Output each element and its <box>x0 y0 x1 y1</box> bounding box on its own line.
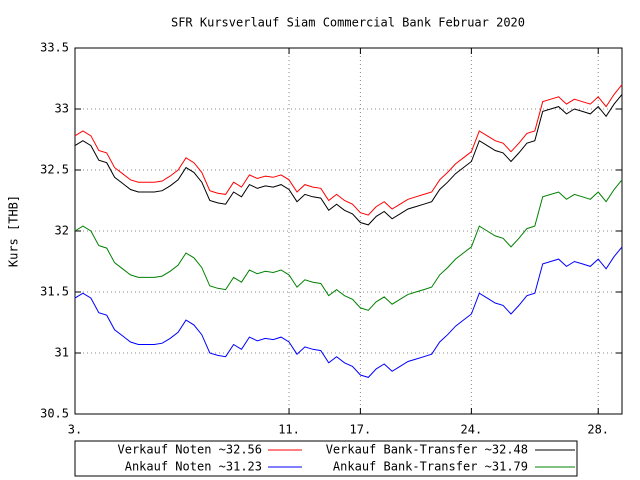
legend-label: Verkauf Noten ~32.56 <box>118 443 263 457</box>
y-tick-label: 31 <box>55 346 69 360</box>
legend-label: Ankauf Bank-Transfer ~31.79 <box>333 460 528 474</box>
y-tick-label: 32.5 <box>40 163 69 177</box>
legend-label: Ankauf Noten ~31.23 <box>125 460 262 474</box>
line-series <box>74 84 623 216</box>
x-tick-label: 11. <box>278 423 300 437</box>
chart-title: SFR Kursverlauf Siam Commercial Bank Feb… <box>171 16 525 30</box>
y-tick-label: 30.5 <box>40 407 69 421</box>
legend-label: Verkauf Bank-Transfer ~32.48 <box>326 443 528 457</box>
line-series <box>74 246 623 378</box>
line-series <box>74 179 623 311</box>
x-tick-label: 24. <box>461 423 483 437</box>
x-tick-label: 17. <box>350 423 372 437</box>
y-axis-label: Kurs [THB] <box>7 195 21 267</box>
x-tick-label: 28. <box>587 423 609 437</box>
legend-box <box>74 440 578 477</box>
y-tick-label: 33 <box>55 102 69 116</box>
x-tick-label: 3. <box>68 423 82 437</box>
line-series <box>74 94 623 226</box>
y-tick-label: 33.5 <box>40 41 69 55</box>
y-tick-label: 31.5 <box>40 285 69 299</box>
y-tick-label: 32 <box>55 224 69 238</box>
